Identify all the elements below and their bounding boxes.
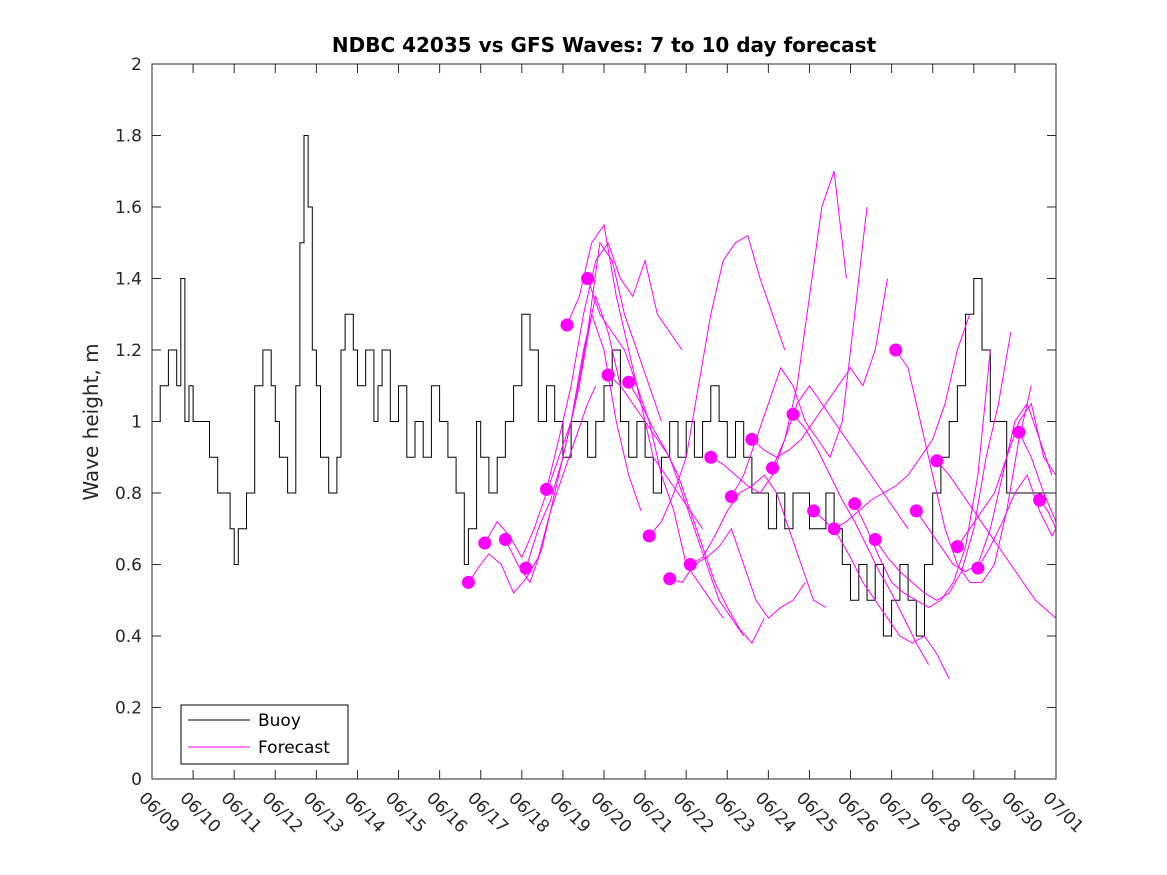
series-line-forecast-5 <box>566 223 704 530</box>
series-line-forecast-7 <box>607 374 745 637</box>
forecast-marker <box>889 343 903 357</box>
forecast-marker <box>683 558 697 571</box>
forecast-marker <box>827 522 841 536</box>
series-line-buoy <box>152 135 1056 637</box>
forecast-marker <box>807 504 821 518</box>
forecast-marker <box>971 561 985 575</box>
forecast-marker <box>642 529 656 543</box>
y-tick-label: 0.8 <box>115 484 142 504</box>
legend: Buoy Forecast <box>180 704 349 765</box>
y-tick-label: 1 <box>131 413 142 433</box>
y-axis: 0 0.2 0.4 0.6 0.8 1 1.2 1.4 1.6 1.8 2 <box>115 55 1056 790</box>
series-line-forecast-18 <box>833 314 971 530</box>
plot-area <box>151 63 1057 780</box>
forecast-marker <box>461 575 475 589</box>
legend-label-forecast: Forecast <box>258 738 330 758</box>
y-tick-label: 0 <box>131 770 142 790</box>
y-tick-label: 0.6 <box>115 556 142 576</box>
y-axis-label: Wave height, m <box>79 343 103 500</box>
forecast-marker <box>704 450 718 464</box>
forecast-marker <box>540 482 553 496</box>
series-line-forecast-14 <box>751 278 888 458</box>
forecast-marker <box>745 432 759 446</box>
chart-title: NDBC 42035 vs GFS Waves: 7 to 10 day for… <box>332 33 877 57</box>
series-line-forecast-24 <box>956 402 1057 547</box>
y-tick-label: 1.6 <box>115 198 142 218</box>
forecast-marker <box>868 533 882 546</box>
series-line-forecast-22 <box>915 402 1053 573</box>
forecast-marker <box>622 375 636 389</box>
series-line-forecast-11 <box>690 474 827 608</box>
series-line-forecast-3 <box>525 241 662 569</box>
series-line-forecast-8 <box>628 381 765 644</box>
legend-label-buoy: Buoy <box>258 711 301 731</box>
series-line-forecast-25 <box>977 474 1057 569</box>
series-line-forecast-23 <box>936 460 1057 619</box>
forecast-marker <box>498 533 512 546</box>
forecast-marker <box>786 407 800 421</box>
legend-box <box>180 704 349 765</box>
y-tick-label: 1.8 <box>115 127 142 147</box>
forecast-marker <box>581 272 595 285</box>
y-tick-label: 2 <box>131 55 142 75</box>
series-line-forecast-21 <box>895 349 1032 583</box>
forecast-marker <box>478 536 492 550</box>
series-line-forecast-16 <box>792 413 930 665</box>
series-line-forecast-26 <box>1018 431 1057 522</box>
forecast-marker <box>930 454 944 468</box>
series-line-forecast-19 <box>854 349 991 608</box>
series-line-forecast-4 <box>546 241 683 490</box>
forecast-marker <box>909 504 923 518</box>
series-line-forecast-20 <box>874 332 1012 601</box>
forecast-marker <box>1012 425 1026 439</box>
series-line-forecast-6 <box>587 278 724 619</box>
forecast-marker <box>950 540 964 554</box>
y-tick-label: 1.4 <box>115 270 142 290</box>
y-tick-label: 0.2 <box>115 699 142 719</box>
y-tick-label: 1.2 <box>115 341 142 361</box>
forecast-marker <box>601 368 615 382</box>
forecast-marker <box>766 461 779 475</box>
forecast-marker <box>1033 493 1047 507</box>
forecast-marker <box>519 561 533 575</box>
forecast-marker <box>724 490 738 504</box>
forecast-marker <box>560 318 574 332</box>
series-line-forecast-9 <box>648 234 786 537</box>
series-line-forecast-12 <box>710 171 847 494</box>
y-tick-label: 0.4 <box>115 627 142 647</box>
forecast-marker <box>663 572 677 586</box>
forecast-marker <box>848 497 862 511</box>
